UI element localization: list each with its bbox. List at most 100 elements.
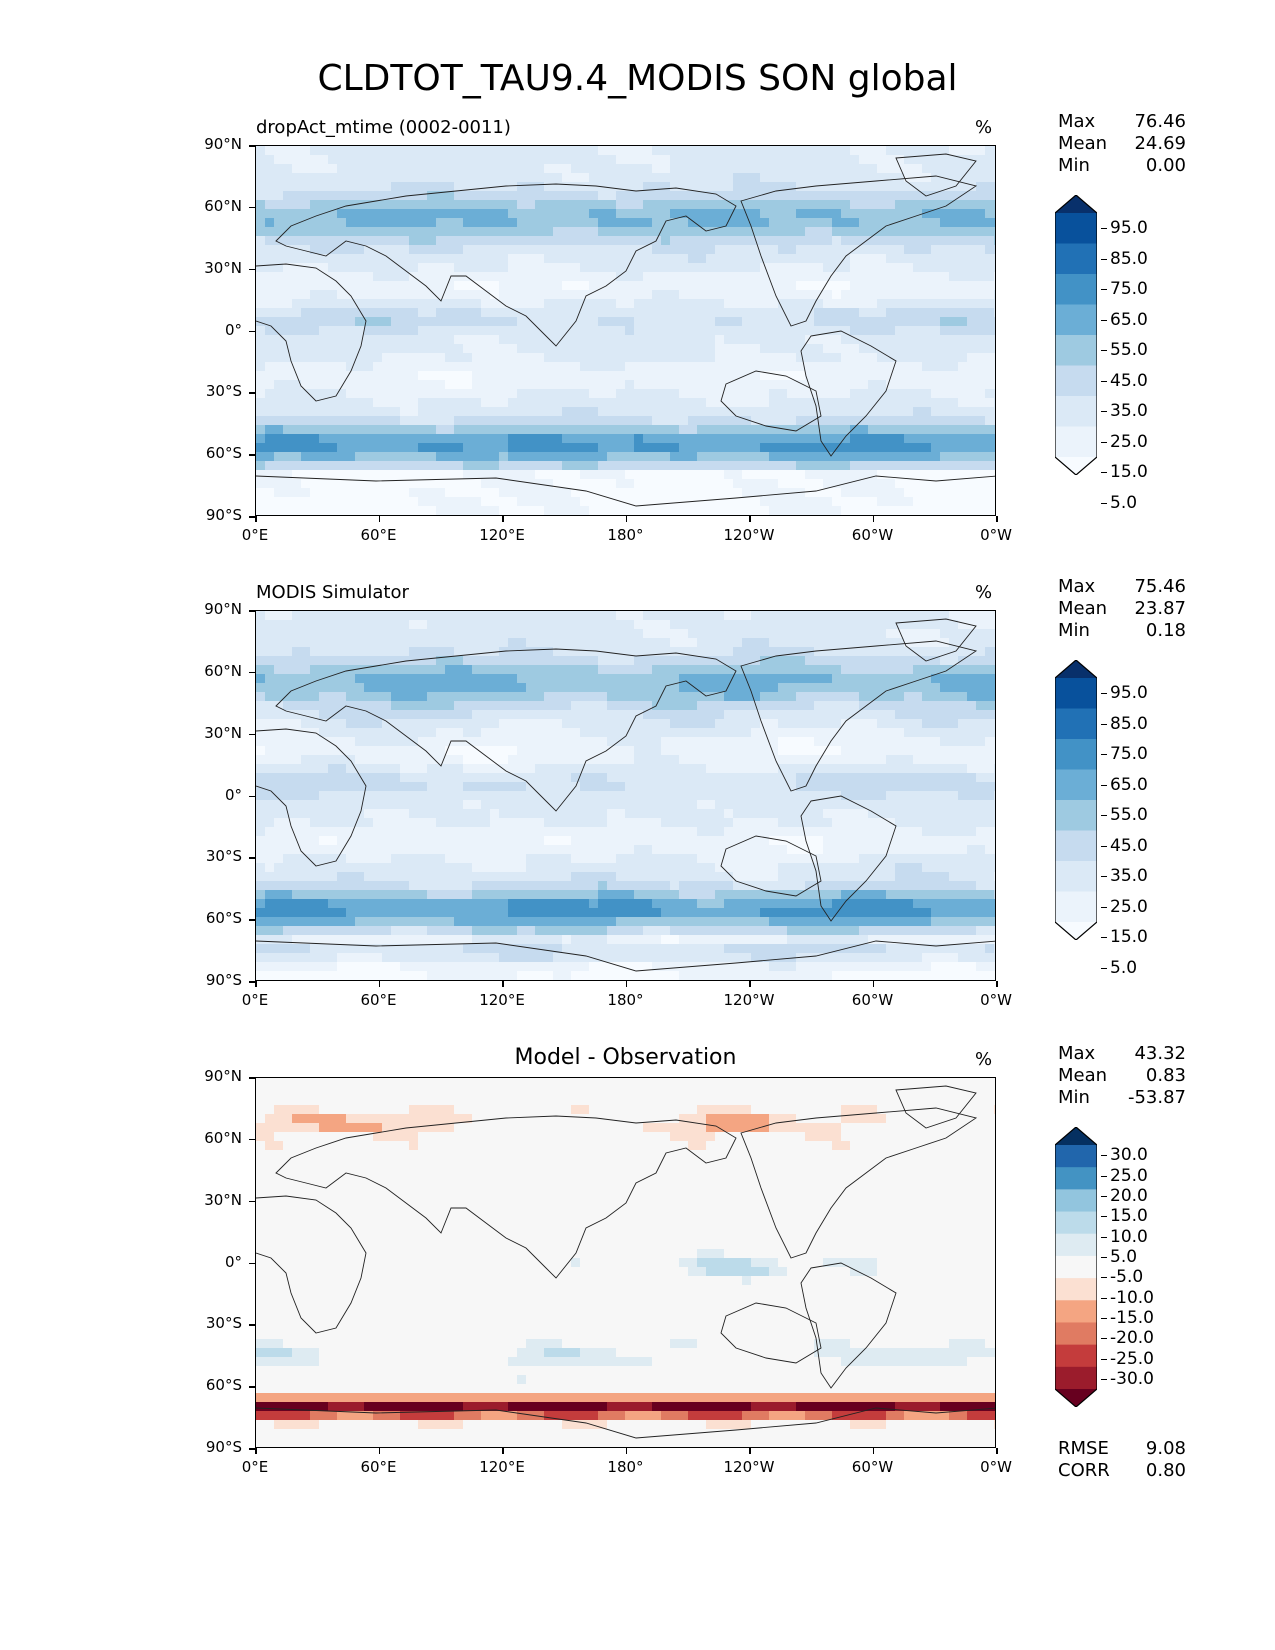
lat-tick-label: 60°S: [205, 909, 242, 928]
lon-tick-label: 120°W: [723, 526, 775, 544]
lat-tick-label: 60°S: [205, 1376, 242, 1395]
lat-tick: [249, 392, 255, 394]
lon-tick-label: 60°W: [851, 526, 894, 544]
lat-tick: [249, 981, 255, 983]
stat-row: Max 43.32: [1058, 1043, 1186, 1065]
lat-tick: [249, 1262, 255, 1264]
figure-title: CLDTOT_TAU9.4_MODIS SON global: [317, 58, 958, 99]
colorbar-label: 55.0: [1110, 340, 1148, 361]
lon-tick-label: 120°E: [479, 991, 525, 1009]
stat-value: 76.46: [1134, 111, 1186, 132]
map-field: [256, 611, 995, 980]
colorbar-label: 45.0: [1110, 835, 1148, 856]
lon-tick: [872, 516, 874, 522]
colorbar-tick: [1101, 1338, 1107, 1340]
stat-row: Mean 0.83: [1058, 1065, 1186, 1087]
lon-tick: [749, 981, 751, 987]
lat-tick-label: 90°N: [204, 135, 242, 153]
map-frame: [255, 145, 996, 516]
colorbar-label: 15.0: [1110, 927, 1148, 948]
colorbar-tick: [1101, 754, 1107, 756]
colorbar-tick: [1101, 502, 1107, 504]
colorbar-tick: [1101, 1378, 1107, 1381]
map-frame: [255, 1077, 996, 1448]
lon-tick: [502, 1448, 504, 1454]
lon-tick: [378, 1448, 380, 1454]
stat-label: Mean: [1058, 1065, 1108, 1086]
stats-block: Max 75.46 Mean 23.87 Min 0.18: [1058, 576, 1186, 642]
colorbar-label: 25.0: [1110, 896, 1148, 917]
colorbar-tick: [1101, 1358, 1107, 1360]
lon-tick-label: 60°W: [851, 1458, 894, 1476]
stats-block: Max 43.32 Mean 0.83 Min -53.87: [1058, 1043, 1186, 1109]
colorbar-tick: [1101, 937, 1107, 939]
stat-row: Mean 23.87: [1058, 598, 1186, 620]
colorbar-label: 65.0: [1110, 774, 1148, 795]
stat-row: Max 75.46: [1058, 576, 1186, 598]
colorbar: [1054, 659, 1098, 941]
colorbar-tick: [1101, 1297, 1107, 1299]
lon-tick-label: 120°W: [723, 1458, 775, 1476]
lat-tick: [249, 857, 255, 859]
stat-row: CORR 0.80: [1058, 1460, 1186, 1482]
colorbar-tick: [1101, 228, 1107, 230]
stat-value: 0.00: [1145, 155, 1186, 176]
lat-tick-label: 30°N: [204, 258, 242, 277]
colorbar-label: 20.0: [1110, 1185, 1148, 1206]
colorbar-label: -15.0: [1110, 1307, 1154, 1328]
lon-tick: [872, 1448, 874, 1454]
lon-tick: [996, 981, 998, 987]
colorbar-label: 5.0: [1110, 492, 1138, 513]
field-cells: [256, 1078, 995, 1447]
colorbar-label: 75.0: [1110, 279, 1148, 300]
lon-tick-label: 0°E: [241, 991, 269, 1009]
lon-tick: [255, 1448, 257, 1454]
lat-tick: [249, 330, 255, 332]
lat-tick-label: 90°N: [204, 600, 242, 618]
colorbar-tick: [1101, 906, 1107, 908]
stat-label: CORR: [1058, 1460, 1110, 1481]
stat-value: 0.80: [1145, 1460, 1186, 1481]
coastlines: [256, 618, 995, 972]
lat-tick-label: 0°: [224, 785, 242, 804]
stats-block: Max 76.46 Mean 24.69 Min 0.00: [1058, 111, 1186, 177]
lon-tick: [625, 1448, 627, 1454]
stat-label: Min: [1058, 1087, 1090, 1108]
lon-tick-label: 120°E: [479, 1458, 525, 1476]
colorbar-label: -20.0: [1110, 1328, 1154, 1349]
colorbar-label: 95.0: [1110, 218, 1148, 239]
colorbar-swatches: [1054, 659, 1098, 941]
lat-tick: [249, 454, 255, 456]
lon-tick-label: 0°E: [241, 1458, 269, 1476]
stat-value: 0.83: [1145, 1065, 1186, 1086]
lon-tick: [996, 516, 998, 522]
lon-tick-label: 60°E: [360, 1458, 397, 1476]
stat-label: Min: [1058, 620, 1090, 641]
lat-tick-label: 90°S: [205, 1438, 242, 1456]
colorbar-tick: [1101, 350, 1107, 352]
coastlines: [256, 153, 995, 507]
colorbar-tick: [1101, 289, 1107, 291]
colorbar-tick: [1101, 693, 1107, 695]
lat-tick-label: 30°S: [205, 1314, 242, 1333]
field-cells: [256, 611, 995, 980]
lat-tick-label: 30°S: [205, 382, 242, 401]
colorbar-tick: [1101, 1317, 1107, 1320]
colorbar-label: -10.0: [1110, 1287, 1154, 1308]
lat-tick: [249, 1324, 255, 1326]
colorbar-tick: [1101, 1155, 1107, 1157]
lon-tick-label: 120°E: [479, 526, 525, 544]
colorbar-tick: [1101, 258, 1107, 260]
lat-tick: [249, 268, 255, 271]
colorbar-label: 30.0: [1110, 1145, 1148, 1166]
colorbar-label: 45.0: [1110, 370, 1148, 391]
colorbar-tick: [1101, 472, 1107, 474]
lon-tick: [996, 1448, 998, 1454]
colorbar-tick: [1101, 380, 1107, 382]
colorbar-label: 25.0: [1110, 431, 1148, 452]
lon-tick: [749, 516, 751, 522]
colorbar-label: 15.0: [1110, 1206, 1148, 1227]
colorbar: [1054, 1126, 1098, 1408]
colorbar-label: 85.0: [1110, 713, 1148, 734]
lon-tick: [749, 1448, 751, 1454]
